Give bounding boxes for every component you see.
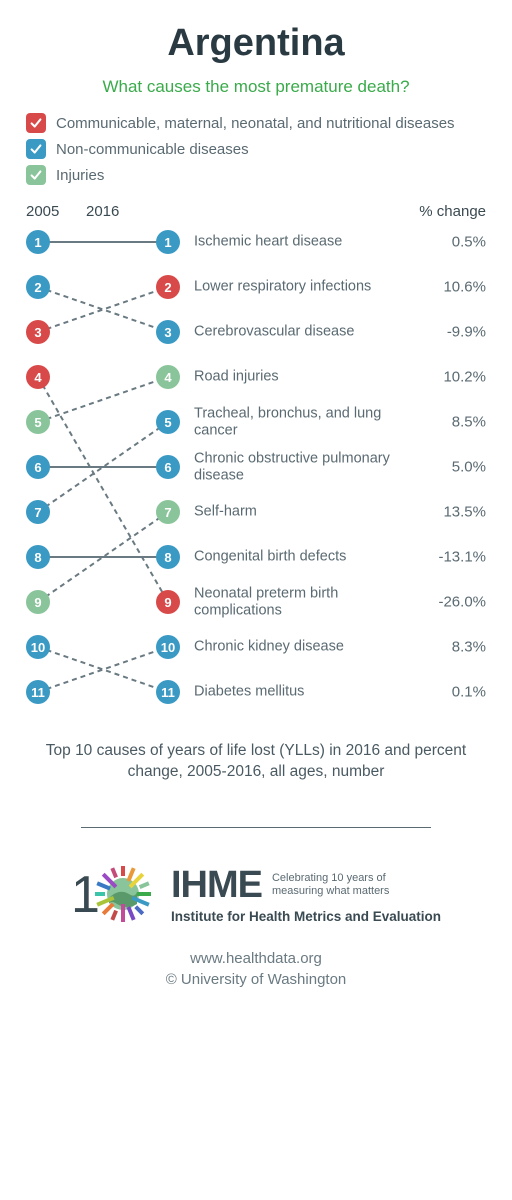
cause-label: Ischemic heart disease	[194, 234, 394, 251]
pct-change: 8.5%	[406, 414, 486, 431]
legend: Communicable, maternal, neonatal, and nu…	[26, 113, 486, 185]
legend-label: Communicable, maternal, neonatal, and nu…	[56, 115, 455, 132]
rank-node-2005: 5	[26, 410, 50, 434]
ihme-institute: Institute for Health Metrics and Evaluat…	[171, 909, 441, 924]
page-title: Argentina	[26, 22, 486, 65]
rank-node-2016: 3	[156, 320, 180, 344]
footer-copyright: © University of Washington	[26, 969, 486, 990]
rank-node-2005: 10	[26, 635, 50, 659]
legend-item: Communicable, maternal, neonatal, and nu…	[26, 113, 486, 133]
rank-node-2016: 4	[156, 365, 180, 389]
pct-change: 0.5%	[406, 234, 486, 251]
cause-label: Self-harm	[194, 504, 394, 521]
rank-node-2016: 5	[156, 410, 180, 434]
pct-change: 5.0%	[406, 459, 486, 476]
rank-node-2016: 6	[156, 455, 180, 479]
rank-node-2005: 8	[26, 545, 50, 569]
footer: www.healthdata.org © University of Washi…	[26, 948, 486, 990]
legend-checkbox-icon	[26, 113, 46, 133]
ihme-tagline: Celebrating 10 years of measuring what m…	[272, 872, 389, 898]
rank-node-2005: 4	[26, 365, 50, 389]
slope-line	[38, 377, 168, 422]
cause-label: Diabetes mellitus	[194, 684, 394, 701]
cause-label: Lower respiratory infections	[194, 279, 394, 296]
header-pct: % change	[396, 203, 486, 220]
legend-checkbox-icon	[26, 165, 46, 185]
rank-node-2016: 7	[156, 500, 180, 524]
header-spacer	[186, 203, 396, 220]
header-2005: 2005	[26, 203, 86, 220]
ihme-10-logo-icon: 1	[71, 858, 157, 930]
pct-change: -9.9%	[406, 324, 486, 341]
rank-node-2016: 11	[156, 680, 180, 704]
cause-label: Chronic kidney disease	[194, 639, 394, 656]
legend-checkbox-icon	[26, 139, 46, 159]
rank-node-2005: 11	[26, 680, 50, 704]
rank-node-2016: 10	[156, 635, 180, 659]
ihme-name: IHME	[171, 864, 262, 907]
pct-change: 13.5%	[406, 504, 486, 521]
legend-item: Non-communicable diseases	[26, 139, 486, 159]
divider	[81, 827, 431, 828]
slope-chart: 11Ischemic heart disease0.5%32Lower resp…	[26, 230, 486, 725]
ihme-logo-block: 1 IHME Celebrating 10 years of measuring…	[26, 858, 486, 930]
pct-change: -26.0%	[406, 594, 486, 611]
pct-change: -13.1%	[406, 549, 486, 566]
cause-label: Road injuries	[194, 369, 394, 386]
pct-change: 10.6%	[406, 279, 486, 296]
rank-node-2016: 8	[156, 545, 180, 569]
rank-node-2005: 6	[26, 455, 50, 479]
cause-label: Chronic obstructive pulmonary disease	[194, 450, 394, 483]
rank-node-2005: 3	[26, 320, 50, 344]
pct-change: 0.1%	[406, 684, 486, 701]
cause-label: Cerebrovascular disease	[194, 324, 394, 341]
subtitle: What causes the most premature death?	[26, 77, 486, 97]
legend-label: Injuries	[56, 167, 104, 184]
slope-line	[38, 377, 168, 602]
cause-label: Neonatal preterm birth complications	[194, 585, 394, 618]
rank-node-2005: 2	[26, 275, 50, 299]
rank-node-2005: 7	[26, 500, 50, 524]
legend-label: Non-communicable diseases	[56, 141, 249, 158]
header-2016: 2016	[86, 203, 186, 220]
pct-change: 8.3%	[406, 639, 486, 656]
rank-node-2005: 9	[26, 590, 50, 614]
column-headers: 2005 2016 % change	[26, 203, 486, 220]
cause-label: Congenital birth defects	[194, 549, 394, 566]
pct-change: 10.2%	[406, 369, 486, 386]
rank-node-2016: 9	[156, 590, 180, 614]
rank-node-2016: 2	[156, 275, 180, 299]
legend-item: Injuries	[26, 165, 486, 185]
footer-url: www.healthdata.org	[26, 948, 486, 969]
rank-node-2016: 1	[156, 230, 180, 254]
cause-label: Tracheal, bronchus, and lung cancer	[194, 405, 394, 438]
rank-node-2005: 1	[26, 230, 50, 254]
caption: Top 10 causes of years of life lost (YLL…	[26, 741, 486, 783]
